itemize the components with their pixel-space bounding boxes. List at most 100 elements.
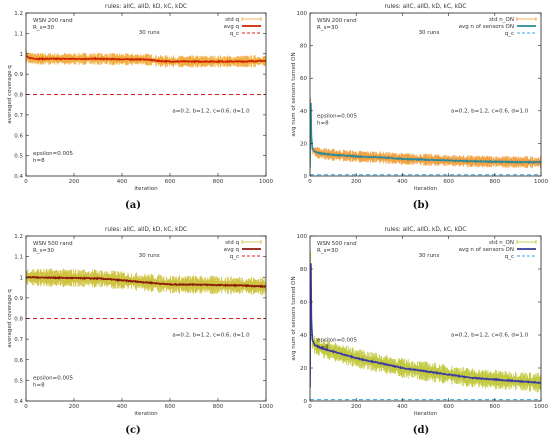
legend-label: avg q	[224, 247, 239, 253]
x-tick-label: 400	[397, 404, 408, 410]
x-tick-label: 0	[308, 404, 312, 410]
y-tick-label: 80	[300, 267, 307, 273]
y-tick-label: 0.7	[14, 337, 23, 343]
annotation-h: h=8	[317, 345, 329, 351]
legend-label: avg q	[224, 24, 239, 30]
plot-frame	[309, 235, 542, 402]
x-axis-label: iteration	[134, 411, 158, 417]
series-avg-line	[26, 55, 266, 64]
chart-title: rules: allC, allD, kD, kC, kDC	[385, 4, 467, 10]
x-tick-label: 1000	[534, 404, 548, 410]
annotation-epsilon: epsilon=0.005	[33, 151, 74, 157]
x-tick-label: 200	[69, 179, 80, 185]
x-tick-label: 800	[213, 179, 224, 185]
annotation-runs: 30 runs	[139, 30, 160, 36]
y-tick-label: 60	[300, 76, 307, 82]
annotation-runs: 30 runs	[139, 253, 160, 259]
legend-label: std q	[225, 17, 239, 23]
x-tick-label: 400	[117, 404, 128, 410]
chart-panel-a: rules: allC, allD, kD, kC, kDC 0 200 400 600…	[7, 4, 273, 211]
x-tick-label: 200	[69, 404, 80, 410]
legend-label: avg n of sensors ON	[459, 24, 514, 30]
x-tick-label: 600	[165, 179, 176, 185]
annotation-runs: 30 runs	[419, 253, 440, 259]
annotation-h: h=8	[33, 158, 45, 164]
y-tick-label: 1.2	[14, 234, 23, 240]
plot-frame	[309, 12, 542, 177]
y-tick-label: 80	[300, 44, 307, 50]
chart-panel-c: rules: allC, allD, kD, kC, kDC 0 200 400 600…	[7, 227, 273, 436]
x-tick-label: 0	[308, 179, 312, 185]
y-tick-label: 0	[304, 174, 308, 180]
y-tick-label: 0.5	[14, 378, 23, 384]
y-tick-label: 1.1	[14, 255, 23, 261]
x-tick-label: 200	[351, 404, 362, 410]
y-tick-label: 20	[300, 366, 307, 372]
annotation-parameters: a=0.2, b=1.2, c=0.6, d=1.0	[451, 333, 529, 339]
y-tick-label: 0.8	[14, 317, 23, 323]
series-avg-line	[310, 263, 541, 388]
y-tick-label: 0.5	[14, 154, 23, 160]
y-tick-label: 0.6	[14, 358, 23, 364]
annotation-sensing-radius: R_s=30	[317, 248, 339, 254]
annotation-network: WSN 500 rand	[33, 241, 73, 247]
x-tick-label: 200	[351, 179, 362, 185]
y-tick-label: 0.4	[14, 399, 23, 405]
x-tick-label: 800	[490, 404, 501, 410]
x-tick-label: 1000	[259, 404, 273, 410]
x-tick-label: 400	[117, 179, 128, 185]
chart-title: rules: allC, allD, kD, kC, kDC	[385, 227, 467, 233]
y-tick-label: 0.9	[14, 296, 23, 302]
annotation-parameters: a=0.2, b=1.2, c=0.6, d=1.0	[172, 108, 250, 114]
y-axis-label: averaged coverage q	[7, 289, 13, 348]
panel-caption: (a)	[125, 200, 141, 211]
x-axis-label: iteration	[134, 186, 158, 192]
y-tick-label: 0.9	[14, 72, 23, 78]
y-tick-label: 1	[20, 52, 24, 58]
annotation-epsilon: epsilon=0.005	[317, 338, 358, 344]
x-axis-label: iteration	[414, 186, 438, 192]
legend-label: q_c	[230, 31, 239, 37]
x-tick-label: 800	[490, 179, 501, 185]
y-tick-label: 40	[300, 333, 307, 339]
annotation-network: WSN 500 rand	[317, 241, 357, 247]
series-avg-line	[310, 102, 541, 168]
panel-caption: (b)	[413, 200, 429, 211]
legend-label: std n_ON	[489, 17, 514, 23]
y-axis-label: avg num of sensors turned ON	[291, 276, 297, 360]
x-tick-label: 400	[397, 179, 408, 185]
y-axis-label: averaged coverage q	[7, 65, 13, 124]
y-tick-label: 1.1	[14, 31, 23, 37]
legend-label: std q	[225, 240, 239, 246]
plot-area	[310, 251, 541, 401]
x-tick-label: 1000	[259, 179, 273, 185]
x-tick-label: 600	[443, 404, 454, 410]
y-tick-label: 0.4	[14, 174, 23, 180]
y-tick-label: 60	[300, 300, 307, 306]
y-tick-label: 100	[297, 11, 308, 17]
legend-label: q_c	[230, 254, 239, 260]
annotation-parameters: a=0.2, b=1.2, c=0.6, d=1.0	[172, 333, 250, 339]
legend-label: q_c	[505, 254, 514, 260]
y-tick-label: 0	[304, 399, 308, 405]
legend-label: std n_ON	[489, 240, 514, 246]
legend-label: avg n of sensors ON	[459, 247, 514, 253]
y-tick-label: 0.6	[14, 133, 23, 139]
annotation-runs: 30 runs	[419, 30, 440, 36]
panel-caption: (c)	[125, 425, 141, 436]
y-tick-label: 0.8	[14, 93, 23, 99]
annotation-epsilon: epsilon=0.005	[317, 113, 358, 119]
y-tick-label: 1	[20, 275, 24, 281]
annotation-epsilon: epsilon=0.005	[33, 376, 74, 382]
y-tick-label: 1.2	[14, 11, 23, 17]
x-axis-label: iteration	[414, 411, 438, 417]
legend-label: q_c	[505, 31, 514, 37]
y-tick-label: 0.7	[14, 113, 23, 119]
x-tick-label: 0	[24, 179, 28, 185]
series-std-band	[310, 251, 541, 398]
x-tick-label: 600	[165, 404, 176, 410]
chart-title: rules: allC, allD, kD, kC, kDC	[105, 4, 187, 10]
y-axis-label: avg num of sensors turned ON	[291, 52, 297, 136]
